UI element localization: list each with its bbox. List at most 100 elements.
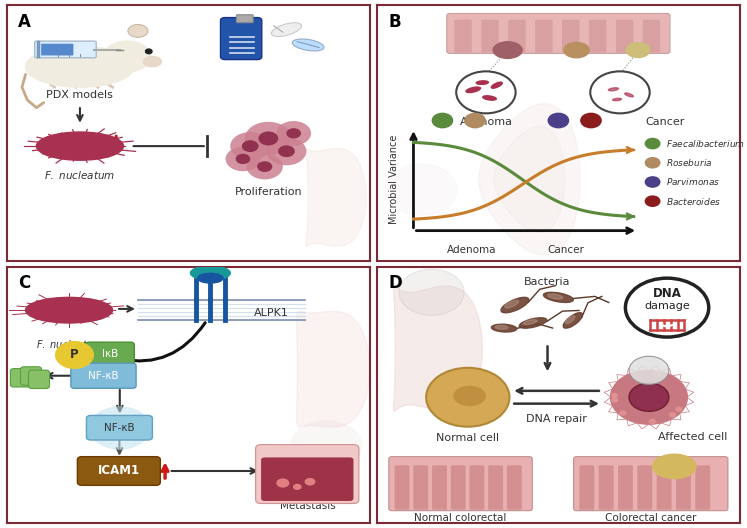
Circle shape: [433, 114, 453, 128]
Text: NF-κB: NF-κB: [104, 423, 134, 433]
FancyBboxPatch shape: [41, 44, 73, 55]
FancyBboxPatch shape: [220, 17, 261, 60]
Circle shape: [581, 114, 601, 128]
Circle shape: [305, 478, 315, 486]
Ellipse shape: [505, 300, 518, 308]
Ellipse shape: [564, 42, 589, 58]
Ellipse shape: [495, 325, 508, 329]
Circle shape: [276, 121, 311, 146]
Circle shape: [257, 161, 273, 172]
Ellipse shape: [608, 88, 619, 91]
Ellipse shape: [190, 266, 230, 280]
Ellipse shape: [492, 324, 517, 332]
Text: Cancer: Cancer: [645, 117, 685, 127]
FancyBboxPatch shape: [454, 20, 472, 52]
Circle shape: [385, 164, 457, 215]
Circle shape: [652, 371, 658, 375]
Circle shape: [670, 413, 675, 417]
Ellipse shape: [523, 319, 537, 325]
Circle shape: [426, 368, 509, 427]
Text: IκB: IκB: [102, 350, 118, 360]
Text: $\it{Roseburia}$: $\it{Roseburia}$: [666, 157, 713, 168]
Ellipse shape: [613, 98, 622, 101]
Circle shape: [612, 398, 618, 402]
Circle shape: [590, 71, 650, 114]
Text: Bacteria: Bacteria: [524, 277, 571, 287]
FancyBboxPatch shape: [562, 20, 580, 52]
Text: DNA: DNA: [653, 287, 681, 300]
Text: Normal cell: Normal cell: [436, 433, 500, 443]
Ellipse shape: [477, 81, 489, 84]
FancyBboxPatch shape: [507, 465, 522, 510]
Text: $\it{F.\ nucleatum}$: $\it{F.\ nucleatum}$: [36, 338, 102, 351]
Text: ALPK1: ALPK1: [254, 308, 288, 318]
Polygon shape: [394, 286, 483, 411]
Text: Colorectal cancer: Colorectal cancer: [605, 513, 696, 523]
Ellipse shape: [292, 39, 324, 51]
Circle shape: [610, 370, 688, 425]
FancyBboxPatch shape: [657, 465, 672, 510]
Circle shape: [286, 128, 301, 138]
Polygon shape: [297, 312, 370, 427]
Circle shape: [629, 383, 669, 411]
Ellipse shape: [483, 96, 496, 100]
Text: B: B: [388, 13, 400, 31]
Ellipse shape: [25, 297, 113, 323]
Ellipse shape: [25, 46, 134, 87]
Circle shape: [89, 406, 151, 450]
Ellipse shape: [563, 313, 583, 328]
FancyBboxPatch shape: [20, 367, 42, 385]
FancyBboxPatch shape: [643, 20, 660, 52]
Circle shape: [645, 138, 660, 149]
FancyBboxPatch shape: [28, 370, 49, 389]
Ellipse shape: [626, 43, 650, 58]
FancyBboxPatch shape: [261, 457, 353, 501]
FancyBboxPatch shape: [394, 465, 409, 510]
Text: C: C: [19, 275, 31, 293]
Polygon shape: [306, 148, 366, 246]
Text: Normal colorectal: Normal colorectal: [415, 513, 506, 523]
Circle shape: [645, 196, 660, 206]
Circle shape: [278, 145, 295, 157]
Circle shape: [267, 137, 306, 165]
Circle shape: [242, 140, 258, 152]
Circle shape: [645, 177, 660, 187]
FancyBboxPatch shape: [535, 20, 553, 52]
Text: $\it{Bacteroides}$: $\it{Bacteroides}$: [666, 196, 722, 206]
Ellipse shape: [128, 24, 148, 37]
Circle shape: [548, 114, 568, 128]
Text: $\it{Parvimonas}$: $\it{Parvimonas}$: [666, 176, 721, 187]
Circle shape: [56, 342, 93, 369]
Text: $\it{Faecalibacterium}$: $\it{Faecalibacterium}$: [666, 138, 746, 149]
Text: Metastasis: Metastasis: [279, 501, 335, 511]
FancyBboxPatch shape: [580, 465, 595, 510]
Ellipse shape: [501, 297, 529, 313]
Circle shape: [676, 407, 682, 411]
Text: Microbial Variance: Microbial Variance: [388, 135, 399, 224]
Circle shape: [245, 122, 292, 155]
FancyBboxPatch shape: [87, 416, 152, 440]
Ellipse shape: [271, 23, 302, 36]
FancyBboxPatch shape: [432, 465, 447, 510]
Circle shape: [456, 71, 515, 114]
Circle shape: [620, 411, 625, 415]
Circle shape: [293, 484, 302, 490]
FancyBboxPatch shape: [508, 20, 526, 52]
FancyBboxPatch shape: [589, 20, 607, 52]
Ellipse shape: [104, 41, 151, 72]
Circle shape: [655, 372, 661, 376]
FancyBboxPatch shape: [574, 457, 728, 511]
Circle shape: [629, 356, 669, 384]
Circle shape: [235, 154, 250, 164]
Text: NF-κB: NF-κB: [88, 371, 119, 381]
FancyBboxPatch shape: [389, 457, 533, 511]
Circle shape: [146, 49, 152, 54]
Text: Cancer: Cancer: [548, 244, 584, 254]
FancyBboxPatch shape: [10, 369, 31, 387]
Text: D: D: [388, 275, 402, 293]
FancyBboxPatch shape: [695, 465, 710, 510]
Text: Proliferation: Proliferation: [235, 187, 302, 197]
Text: $\it{F.\ nucleatum}$: $\it{F.\ nucleatum}$: [44, 169, 116, 181]
Circle shape: [226, 147, 261, 171]
Circle shape: [612, 393, 618, 398]
